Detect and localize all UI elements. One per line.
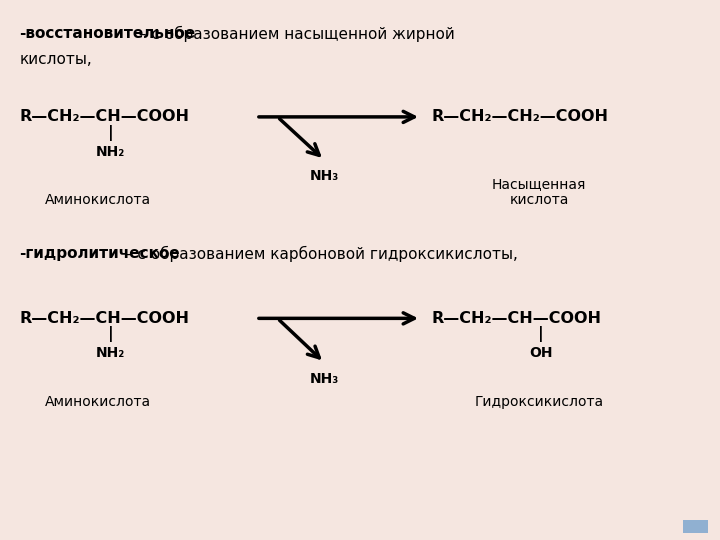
Text: R—CH₂—CH—COOH: R—CH₂—CH—COOH: [432, 311, 602, 326]
Text: – с образованием карбоновой гидроксикислоты,: – с образованием карбоновой гидроксикисл…: [120, 246, 518, 262]
Text: NH₂: NH₂: [96, 145, 125, 159]
Text: Аминокислота: Аминокислота: [45, 395, 151, 409]
Text: |: |: [107, 327, 113, 342]
Text: Гидроксикислота: Гидроксикислота: [474, 395, 604, 409]
Text: -гидролитическое: -гидролитическое: [19, 246, 180, 261]
Text: |: |: [538, 327, 544, 342]
Text: R—CH₂—CH—COOH: R—CH₂—CH—COOH: [19, 110, 189, 124]
Text: Насыщенная
кислота: Насыщенная кислота: [492, 177, 587, 207]
Text: – с образованием насыщенной жирной: – с образованием насыщенной жирной: [134, 25, 455, 42]
Text: |: |: [107, 125, 113, 141]
Text: R—CH₂—CH₂—COOH: R—CH₂—CH₂—COOH: [432, 110, 608, 124]
Text: кислоты,: кислоты,: [19, 52, 92, 68]
Text: NH₃: NH₃: [310, 372, 339, 386]
Text: -восстановительное: -восстановительное: [19, 25, 195, 40]
Text: NH₂: NH₂: [96, 346, 125, 360]
Text: R—CH₂—CH—COOH: R—CH₂—CH—COOH: [19, 311, 189, 326]
Text: OH: OH: [529, 346, 552, 360]
Text: Аминокислота: Аминокислота: [45, 193, 151, 207]
FancyBboxPatch shape: [683, 520, 708, 533]
Text: NH₃: NH₃: [310, 169, 339, 183]
